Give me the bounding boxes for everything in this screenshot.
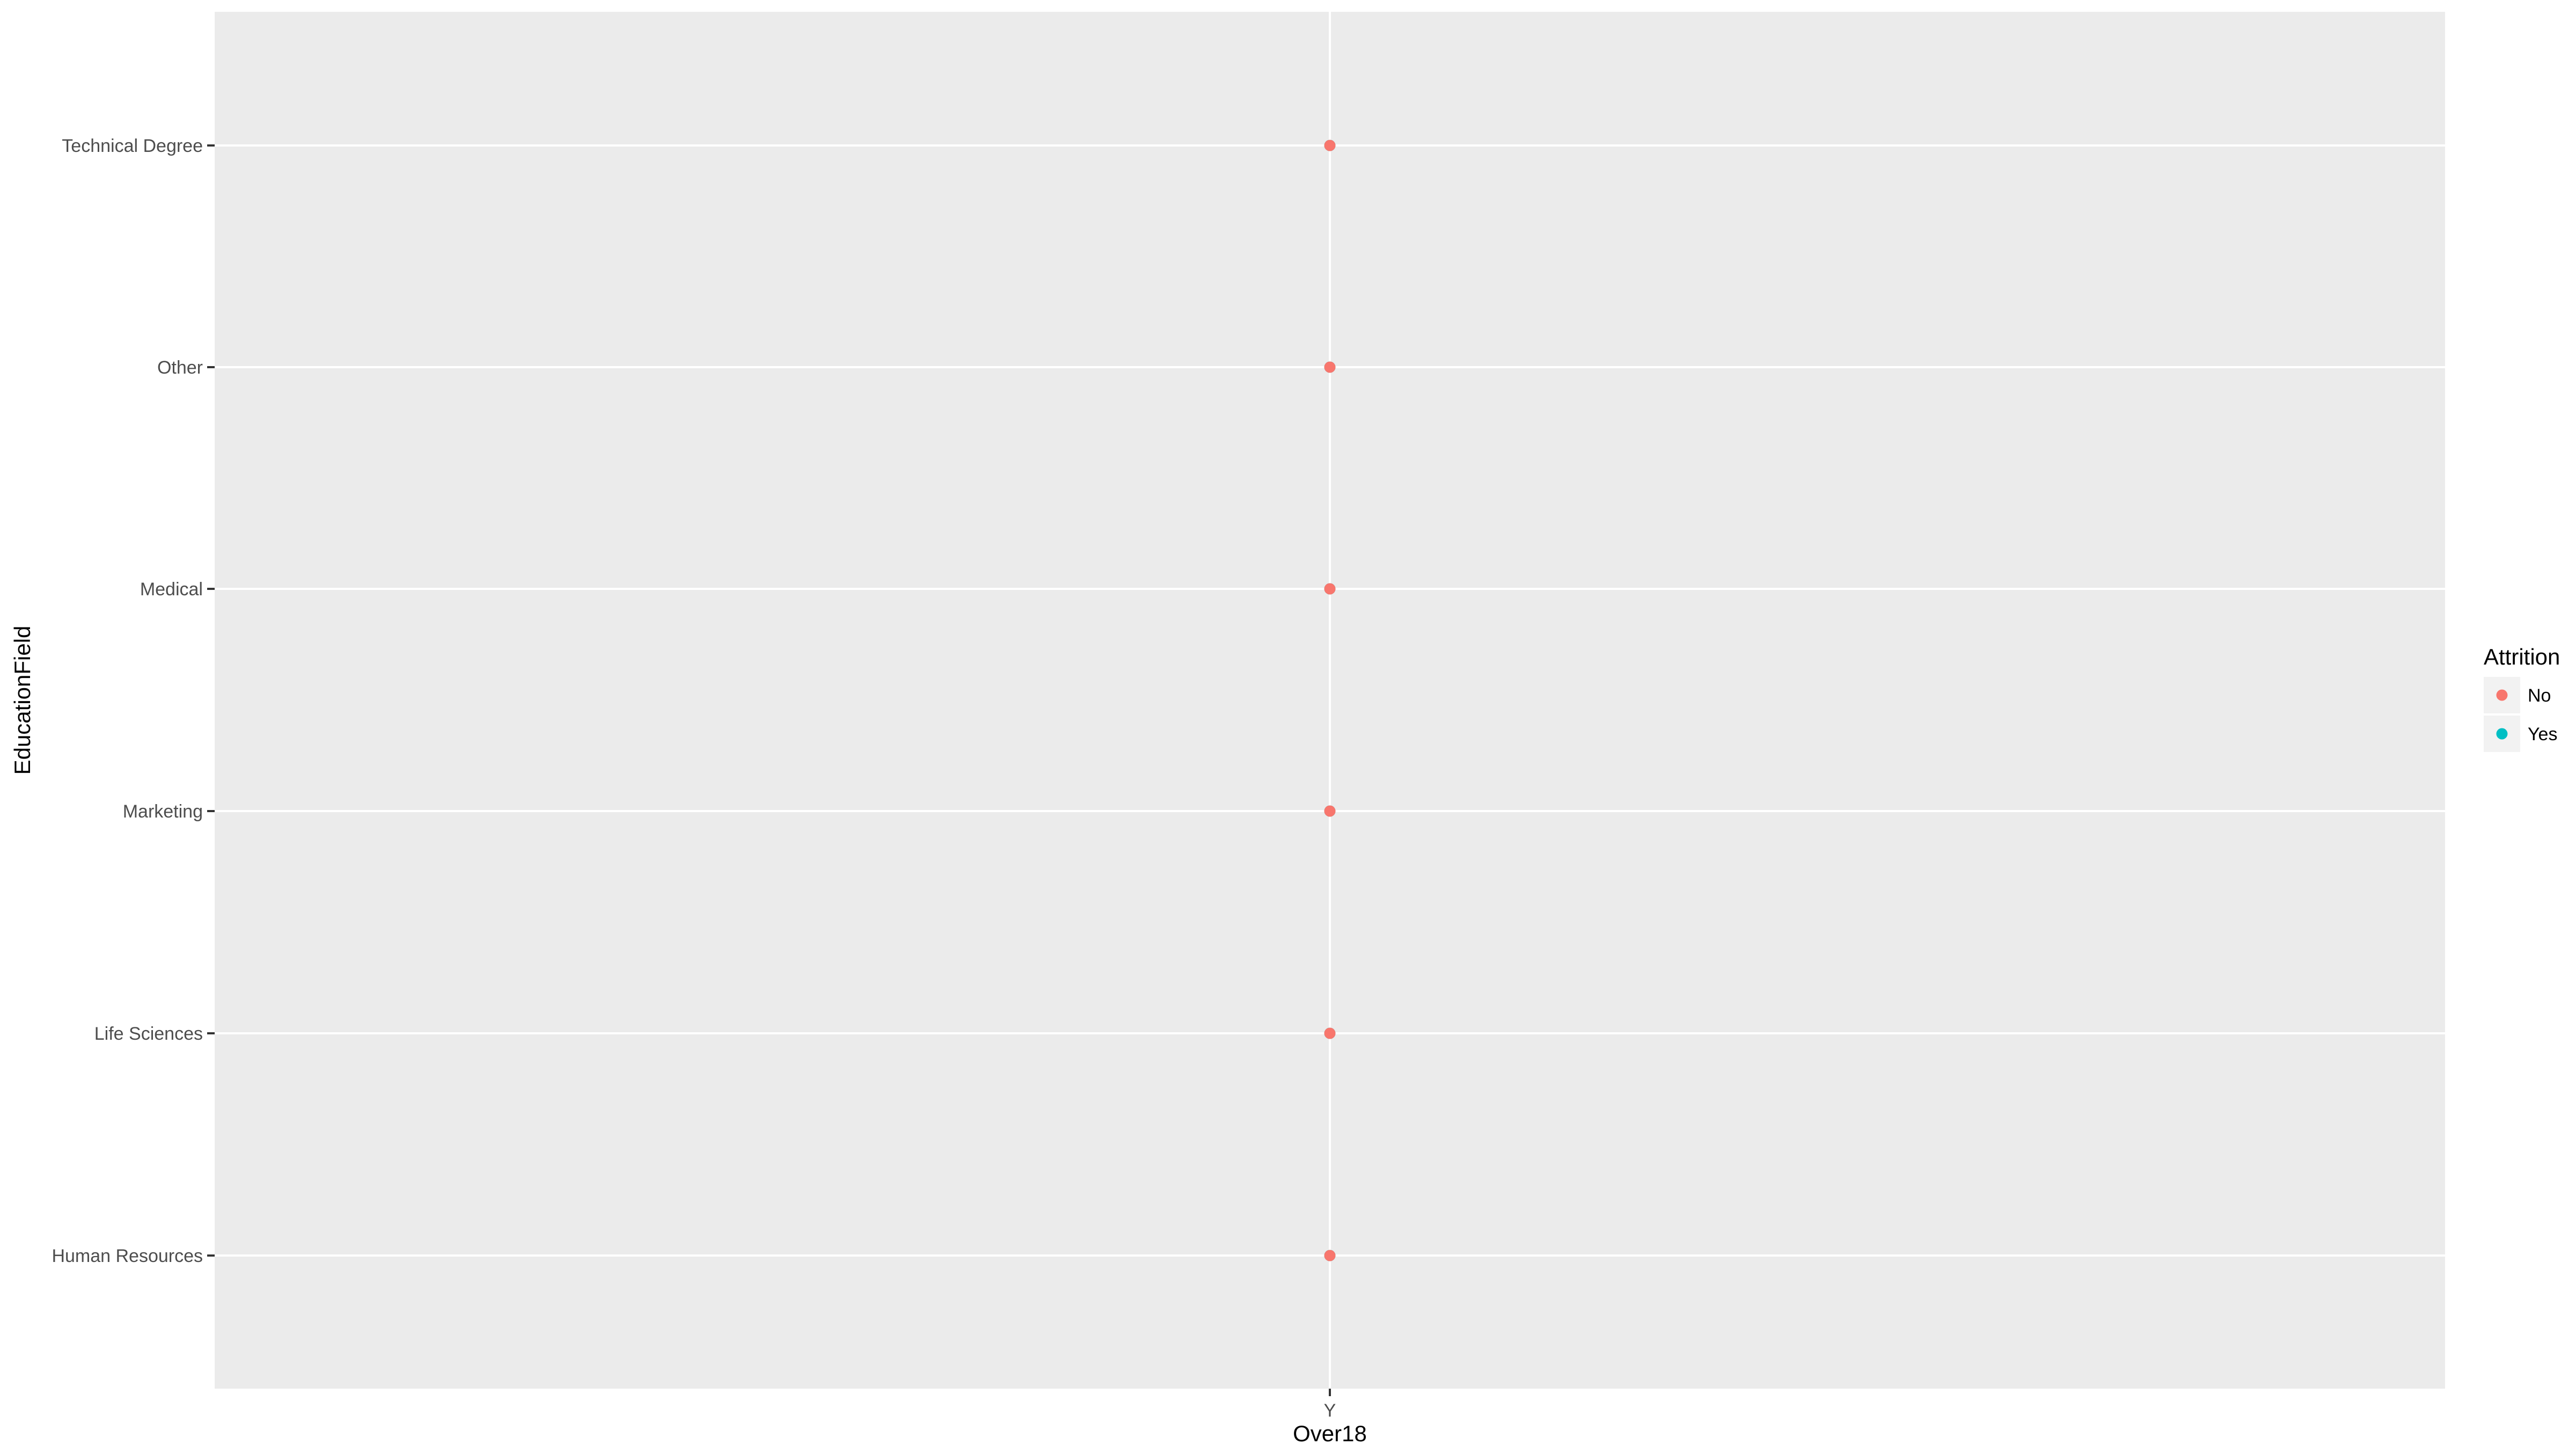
- y-tick-label: Life Sciences: [94, 1024, 203, 1044]
- data-point-no: [1324, 361, 1336, 373]
- data-point-no: [1324, 1027, 1336, 1039]
- y-tick-label: Marketing: [123, 801, 203, 822]
- legend-point: [2496, 728, 2508, 740]
- data-points: [1324, 140, 1336, 1261]
- legend-label: No: [2528, 685, 2551, 706]
- legend-point: [2496, 689, 2508, 701]
- data-point-no: [1324, 140, 1336, 151]
- y-tick-label: Other: [157, 357, 203, 378]
- legend-title: Attrition: [2484, 644, 2560, 669]
- legend: Attrition No Yes: [2484, 644, 2560, 752]
- x-axis-title: Over18: [1293, 1421, 1367, 1446]
- data-point-no: [1324, 1250, 1336, 1261]
- y-tick-label: Technical Degree: [62, 136, 203, 156]
- data-point-no: [1324, 583, 1336, 595]
- y-tick-label: Medical: [140, 579, 203, 600]
- y-tick-label: Human Resources: [52, 1246, 203, 1266]
- legend-entries: No Yes: [2484, 677, 2557, 752]
- x-tick-label: Y: [1324, 1400, 1336, 1421]
- legend-label: Yes: [2528, 724, 2557, 745]
- y-axis-ticks: Human Resources Life Sciences Marketing Med…: [52, 136, 215, 1266]
- data-point-no: [1324, 805, 1336, 817]
- y-axis-title: EducationField: [10, 626, 35, 775]
- x-axis-ticks: Y: [1324, 1389, 1336, 1421]
